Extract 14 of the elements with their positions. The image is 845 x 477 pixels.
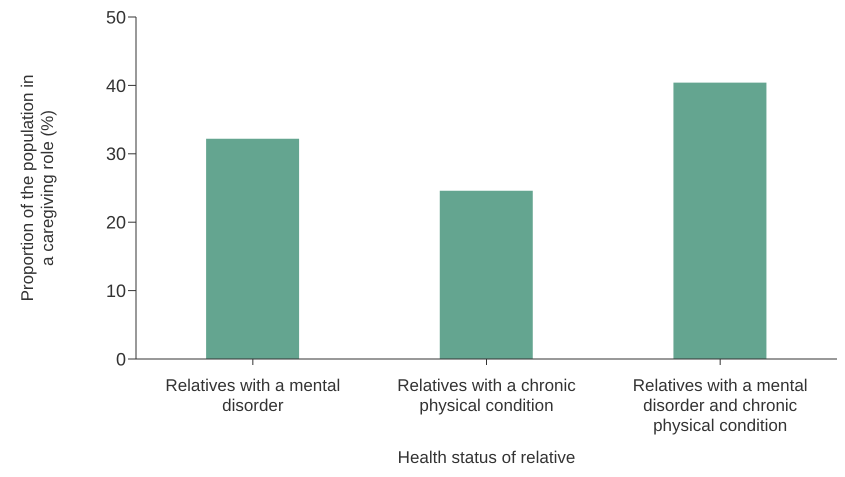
x-axis-title: Health status of relative [398, 448, 576, 467]
x-tick-label: Relatives with a mental disorder and chronic physical condition [632, 376, 808, 435]
y-tick-label: 10 [106, 280, 126, 301]
x-tick-label: Relatives with a mental disorder [165, 376, 340, 415]
y-tick-label: 40 [106, 76, 126, 96]
y-axis-title: Proportion of the population in a caregiving role (%) [18, 74, 57, 302]
bar [673, 82, 766, 359]
y-tick-label: 30 [106, 144, 126, 164]
y-tick-label: 50 [106, 7, 126, 28]
y-tick-label: 20 [106, 212, 126, 233]
bar [206, 138, 300, 359]
y-tick-label: 0 [116, 349, 126, 370]
x-tick-label: Relatives with a chronic physical condition [397, 376, 576, 415]
bar [440, 190, 533, 359]
